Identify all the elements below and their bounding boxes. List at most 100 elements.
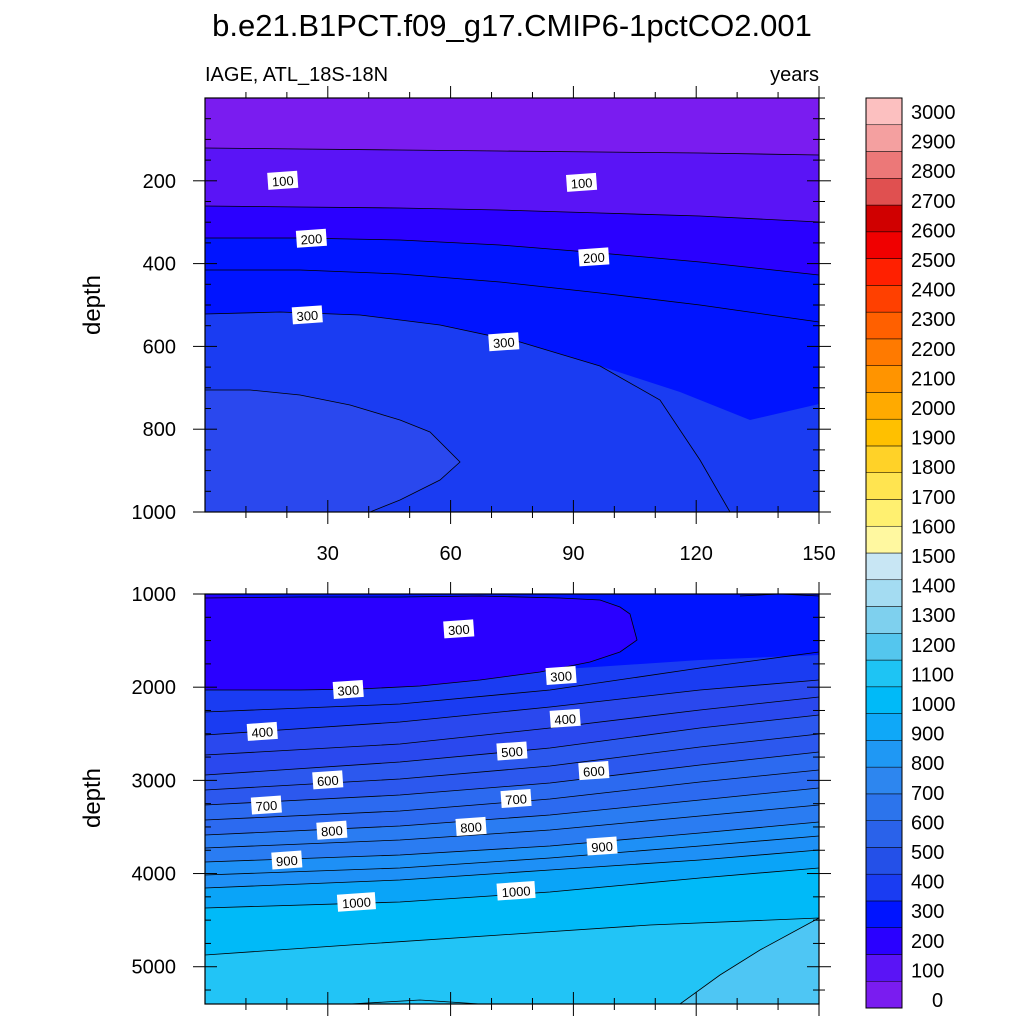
contour-label: 300 bbox=[332, 679, 364, 700]
contour-label-box bbox=[336, 892, 376, 912]
colorbar-box bbox=[865, 258, 903, 286]
fill-level-1200-lower bbox=[205, 918, 819, 1004]
contour-label: 100 bbox=[565, 172, 598, 192]
colorbar-label: 2100 bbox=[911, 368, 956, 390]
y-tick-label: 2000 bbox=[132, 677, 177, 699]
right-subtitle: years bbox=[770, 64, 819, 86]
colorbar-box bbox=[865, 686, 903, 714]
fill-level-1300 bbox=[680, 918, 819, 1004]
colorbar-box bbox=[865, 659, 903, 688]
y-tick-label: 1000 bbox=[132, 584, 177, 606]
colorbar-box bbox=[865, 793, 903, 821]
y-tick-label: 400 bbox=[143, 254, 176, 276]
contour-label-box bbox=[267, 170, 299, 190]
contour-label-text: 300 bbox=[550, 668, 573, 684]
contour-label-text: 300 bbox=[492, 335, 515, 351]
colorbar-label: 100 bbox=[911, 960, 944, 982]
colorbar-box bbox=[865, 151, 903, 179]
contour-label: 300 bbox=[545, 665, 577, 686]
fill-level-0 bbox=[205, 98, 819, 155]
contour-label-box bbox=[316, 820, 348, 840]
colorbar-label: 1600 bbox=[911, 516, 956, 538]
contour-label-text: 1000 bbox=[501, 883, 531, 900]
contour-label: 1000 bbox=[496, 880, 536, 901]
lower-contour-lines bbox=[205, 594, 819, 1004]
contour-label: 200 bbox=[295, 228, 327, 248]
left-subtitle: IAGE, ATL_18S-18N bbox=[205, 64, 388, 86]
contour-label: 800 bbox=[316, 820, 348, 840]
contour-label-box bbox=[332, 679, 364, 700]
colorbar-label: 1700 bbox=[911, 487, 956, 509]
upper-y-axis-label: depth bbox=[79, 275, 106, 335]
colorbar-box bbox=[865, 579, 903, 607]
contour-label-text: 700 bbox=[255, 798, 278, 814]
contour-label-box bbox=[496, 741, 528, 761]
y-tick-label: 800 bbox=[143, 419, 176, 441]
contour-label-box bbox=[496, 880, 536, 901]
x-tick-label: 120 bbox=[680, 543, 713, 565]
colorbar-label: 2900 bbox=[911, 132, 956, 154]
contour-label: 400 bbox=[549, 708, 581, 728]
colorbar-label: 1100 bbox=[911, 664, 954, 686]
contour-label-box bbox=[488, 332, 520, 352]
contour-label: 600 bbox=[312, 770, 344, 790]
colorbar-label: 2600 bbox=[911, 220, 956, 242]
colorbar-label: 2700 bbox=[911, 191, 956, 213]
contour-label: 100 bbox=[267, 170, 299, 190]
colorbar-box bbox=[865, 285, 903, 313]
upper-panel bbox=[205, 98, 819, 512]
lower-plot-frame bbox=[204, 593, 820, 1005]
colorbar-box bbox=[865, 499, 903, 527]
contour-label-box bbox=[312, 770, 344, 790]
contour-label: 1000 bbox=[336, 892, 376, 912]
contour-label: 800 bbox=[455, 816, 487, 836]
colorbar-box bbox=[865, 418, 903, 447]
contour-label-box bbox=[443, 619, 475, 639]
y-tick-label: 600 bbox=[143, 336, 176, 358]
colorbar-box bbox=[865, 873, 903, 902]
contour-label: 700 bbox=[500, 788, 532, 809]
y-tick-label: 200 bbox=[143, 171, 176, 193]
colorbar-label: 1200 bbox=[911, 635, 956, 657]
contour-label-box bbox=[500, 788, 532, 809]
colorbar-box bbox=[865, 204, 903, 233]
colorbar-label: 3000 bbox=[911, 102, 956, 124]
colorbar-box bbox=[865, 178, 903, 206]
contour-label-box bbox=[565, 172, 598, 192]
upper-contour-labels: 100 100 200 200 300 300 bbox=[267, 170, 610, 352]
contour-label-text: 300 bbox=[447, 622, 470, 638]
y-tick-label: 1000 bbox=[132, 502, 177, 524]
y-tick-label: 5000 bbox=[132, 957, 177, 979]
x-tick-label: 90 bbox=[562, 543, 584, 565]
contour-label: 900 bbox=[586, 836, 618, 856]
x-tick-label: 60 bbox=[439, 543, 461, 565]
contour-label: 500 bbox=[496, 741, 528, 761]
contour-label: 400 bbox=[246, 721, 278, 741]
contour-label: 700 bbox=[250, 795, 282, 815]
x-tick-label: 30 bbox=[317, 543, 339, 565]
colorbar-box bbox=[865, 954, 903, 982]
x-tick-label: 150 bbox=[802, 543, 835, 565]
colorbar-box bbox=[865, 980, 903, 1009]
upper-ticks: 30 60 90 120 150 200 400 600 800 1000 bbox=[132, 86, 836, 565]
colorbar-box bbox=[865, 820, 903, 848]
colorbar-label: 2300 bbox=[911, 309, 956, 331]
colorbar-box bbox=[865, 392, 903, 420]
contour-label-text: 100 bbox=[271, 173, 294, 189]
colorbar-box bbox=[865, 445, 903, 473]
contour-label-text: 200 bbox=[300, 231, 323, 247]
colorbar-label: 500 bbox=[911, 842, 944, 864]
colorbar-box bbox=[865, 365, 903, 393]
lower-ticks: 1000 2000 3000 4000 5000 bbox=[132, 582, 831, 1016]
colorbar-label: 800 bbox=[911, 753, 944, 775]
colorbar-label: 900 bbox=[911, 724, 944, 746]
colorbar-box bbox=[865, 633, 903, 661]
contour-label-text: 400 bbox=[554, 711, 577, 727]
colorbar-box bbox=[865, 338, 903, 366]
contour-label-box bbox=[295, 228, 327, 248]
colorbar-box bbox=[865, 552, 903, 581]
contour-label: 600 bbox=[578, 761, 610, 781]
contour-label-box bbox=[455, 816, 487, 836]
colorbar-frame bbox=[865, 97, 903, 1009]
